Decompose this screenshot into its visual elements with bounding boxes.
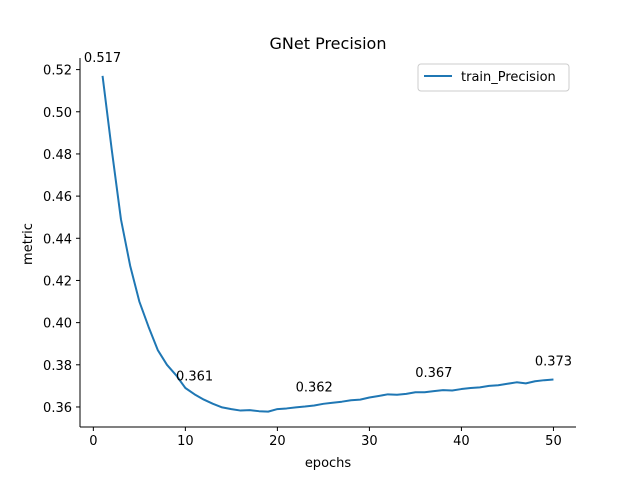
data-label: 0.517 (84, 51, 121, 66)
y-tick-label: 0.42 (43, 274, 72, 289)
y-tick-label: 0.40 (43, 317, 72, 332)
y-tick-label: 0.38 (43, 359, 72, 374)
data-label: 0.361 (176, 369, 213, 384)
x-tick-label: 30 (361, 434, 378, 449)
series-lines (101, 75, 554, 413)
y-axis-label: metric (21, 223, 36, 265)
legend-label: train_Precision (461, 70, 556, 85)
y-tick-label: 0.46 (43, 190, 72, 205)
legend-box (417, 63, 570, 92)
x-tick-label: 50 (545, 434, 562, 449)
series-line-train-precision (101, 75, 554, 413)
y-tick-label: 0.36 (43, 401, 72, 416)
data-label: 0.367 (415, 366, 452, 381)
x-tick-label: 10 (177, 434, 194, 449)
y-tick-label: 0.52 (43, 64, 72, 79)
data-label: 0.362 (296, 380, 333, 395)
x-tick-label: 20 (269, 434, 286, 449)
annotations: 0.517 0.361 0.362 0.367 0.373 (84, 51, 572, 396)
axes: 0 10 20 30 40 50 0.36 0.38 0.40 0.42 0.44 0.46 0.48 0… (43, 58, 576, 449)
x-axis-label: epochs (305, 456, 352, 471)
x-tick-label: 0 (89, 434, 97, 449)
y-tick-label: 0.50 (43, 106, 72, 121)
y-tick-label: 0.44 (43, 232, 72, 247)
chart-title: GNet Precision (270, 34, 387, 53)
x-tick-label: 40 (453, 434, 470, 449)
y-tick-label: 0.48 (43, 148, 72, 163)
legend: train_Precision (417, 63, 570, 92)
data-label: 0.373 (535, 355, 572, 370)
